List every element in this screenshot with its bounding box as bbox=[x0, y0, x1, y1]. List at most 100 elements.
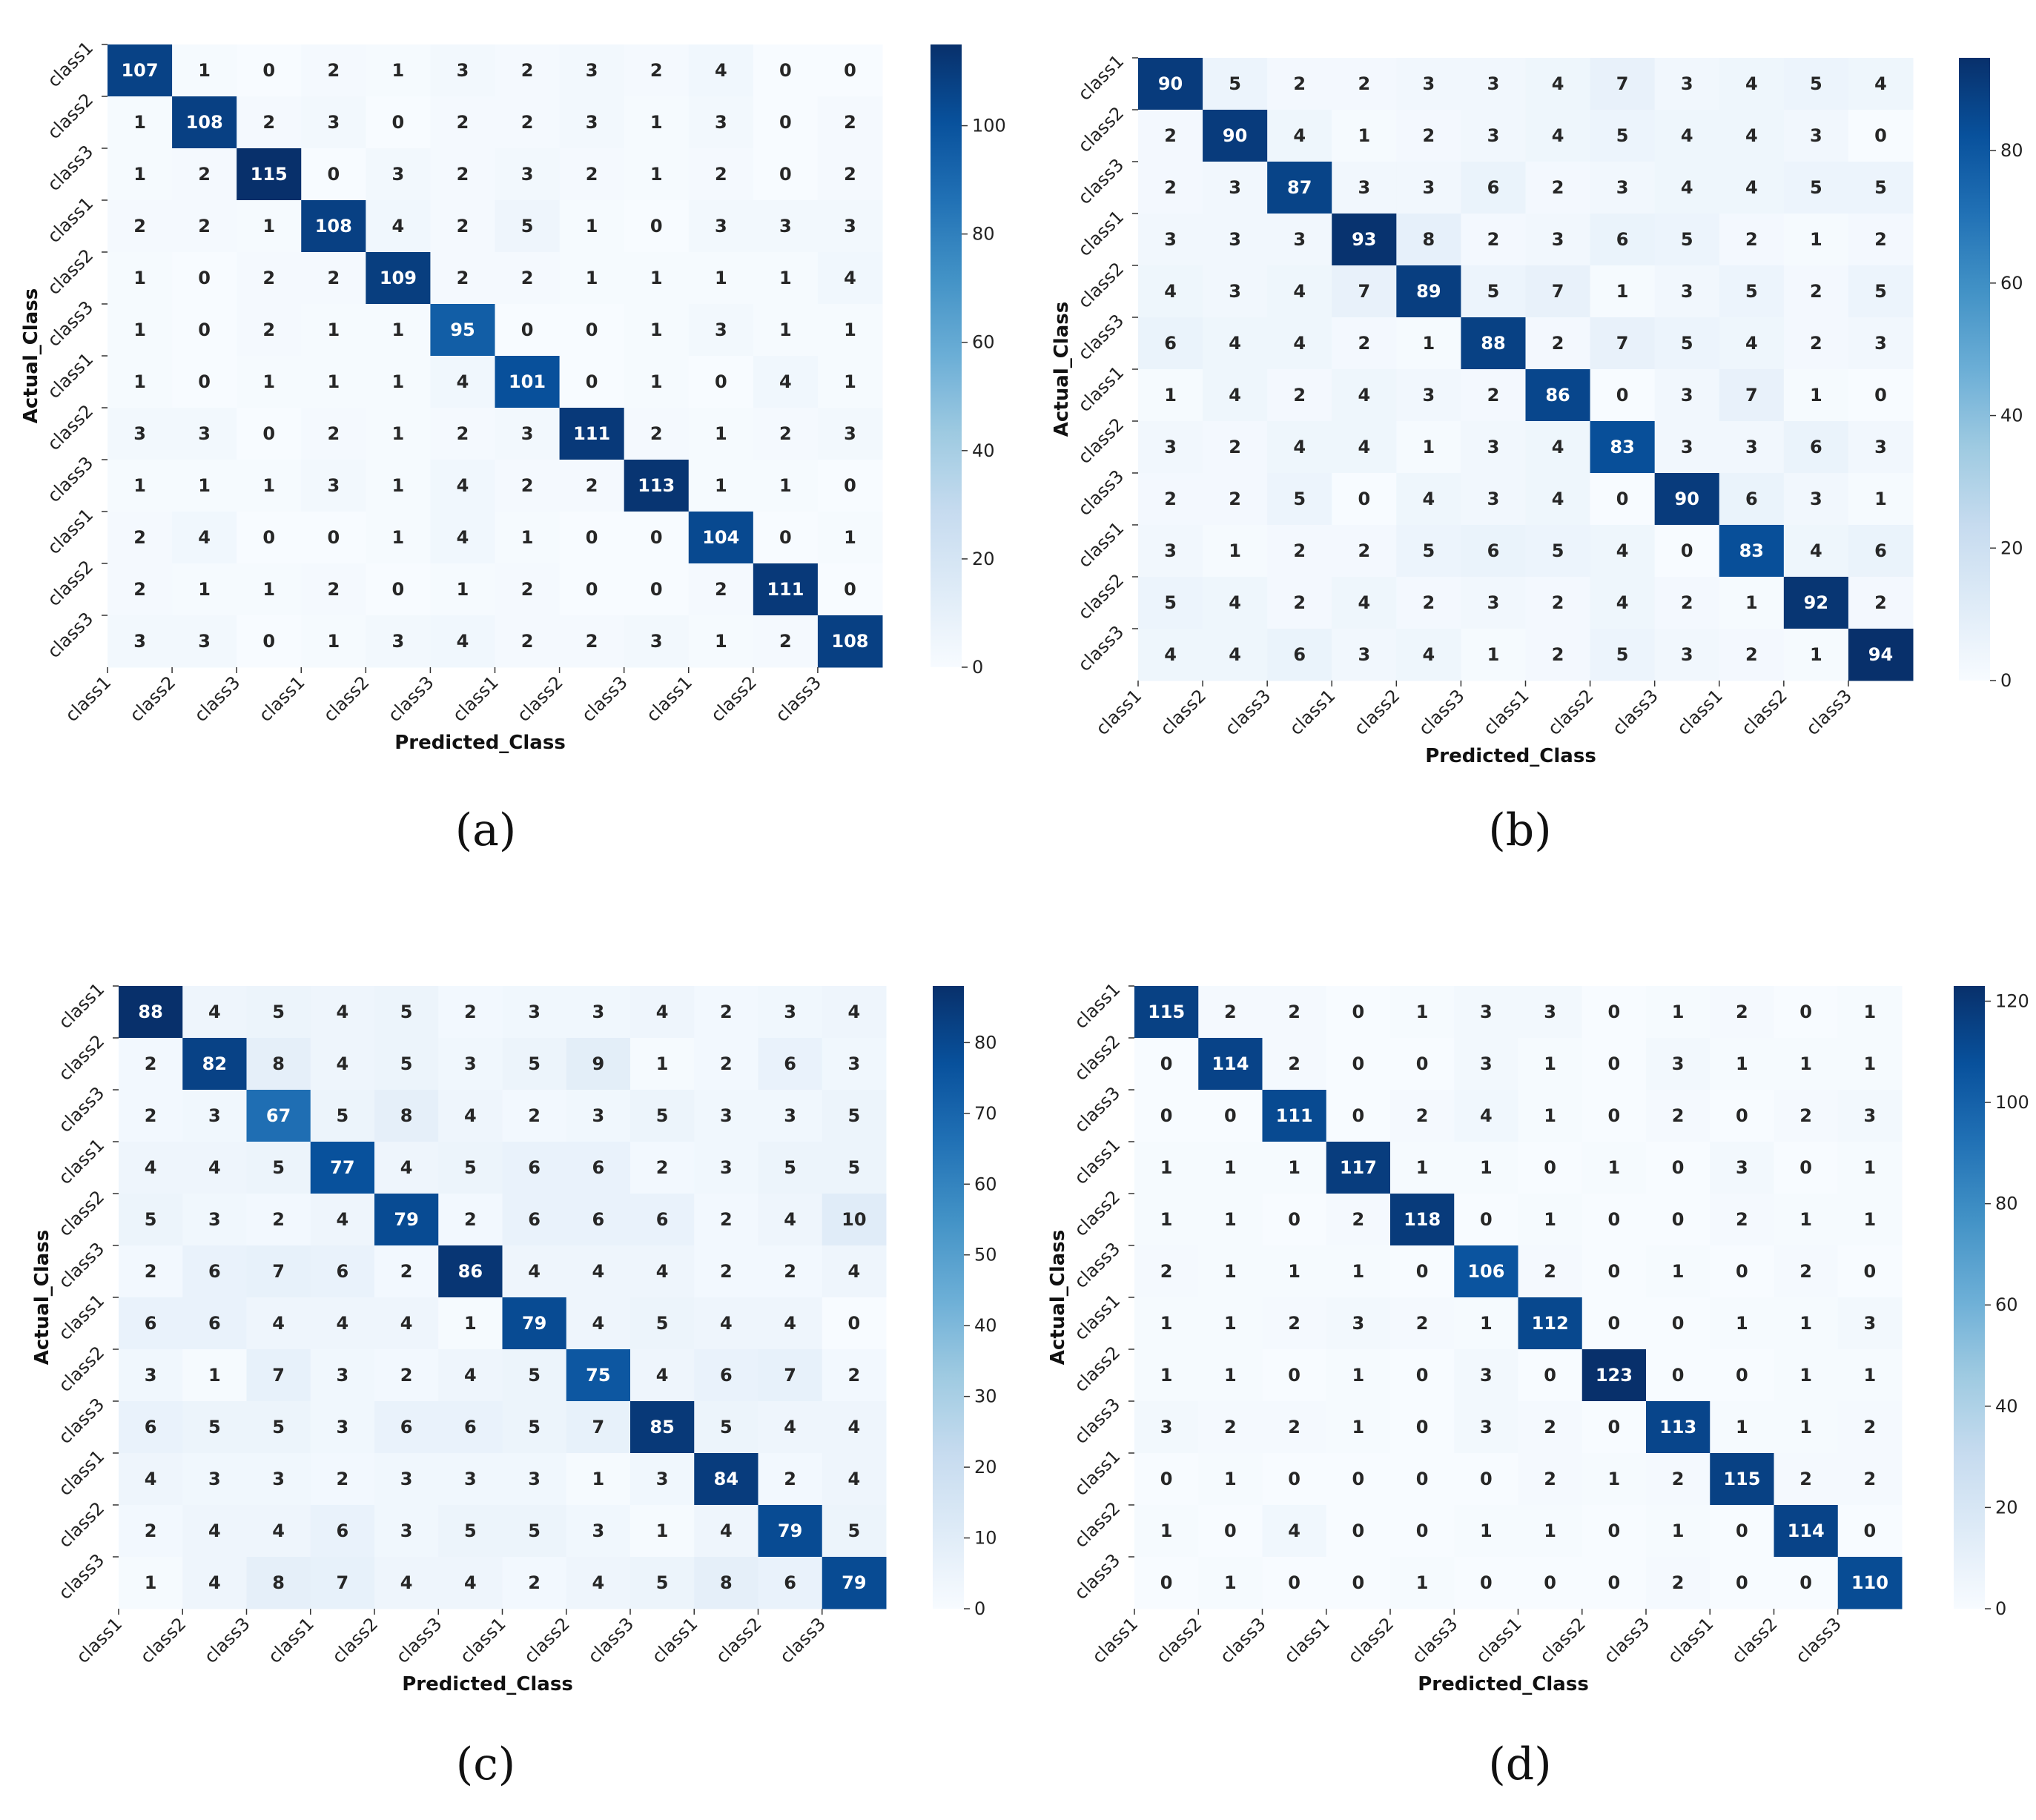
y-tick-label: class3 bbox=[44, 608, 98, 662]
cell-value: 5 bbox=[464, 1520, 477, 1541]
heatmap-cell bbox=[1138, 58, 1203, 110]
y-axis-title: Actual_Class bbox=[1047, 1230, 1069, 1365]
heatmap-cell bbox=[237, 148, 302, 201]
heatmap-cell bbox=[624, 460, 690, 512]
heatmap-cell bbox=[366, 356, 431, 408]
cell-value: 4 bbox=[844, 268, 856, 288]
cell-value: 0 bbox=[1480, 1209, 1493, 1230]
cell-value: 111 bbox=[573, 423, 610, 444]
cell-value: 3 bbox=[1874, 333, 1887, 354]
cell-value: 0 bbox=[1352, 1469, 1365, 1489]
cell-value: 1 bbox=[650, 371, 663, 392]
cell-value: 3 bbox=[392, 164, 405, 185]
cell-value: 1 bbox=[1864, 1002, 1877, 1022]
cell-value: 113 bbox=[638, 475, 675, 496]
heatmap-cell bbox=[753, 512, 819, 564]
heatmap-cell bbox=[1581, 986, 1647, 1039]
cell-value: 3 bbox=[1487, 592, 1500, 613]
cell-value: 1 bbox=[1736, 1053, 1748, 1074]
cell-value: 4 bbox=[337, 1313, 349, 1334]
cell-value: 2 bbox=[1681, 592, 1693, 613]
cell-value: 0 bbox=[1160, 1105, 1173, 1126]
y-tick-label: class2 bbox=[44, 245, 98, 299]
cell-value: 2 bbox=[656, 1157, 669, 1178]
heatmap-cell bbox=[624, 148, 690, 201]
cell-value: 5 bbox=[1423, 540, 1435, 561]
heatmap-cell bbox=[566, 1557, 631, 1609]
x-tick-label: class3 bbox=[584, 1613, 638, 1667]
heatmap-cell bbox=[630, 1245, 695, 1298]
y-tick-label: class1 bbox=[44, 37, 98, 91]
heatmap-cell bbox=[624, 408, 690, 460]
y-tick-label: class1 bbox=[1074, 362, 1128, 416]
cell-value: 3 bbox=[1681, 73, 1693, 94]
cell-value: 2 bbox=[1736, 1002, 1748, 1022]
heatmap-cell bbox=[1262, 1349, 1327, 1402]
y-tick-label: class2 bbox=[44, 89, 98, 143]
y-tick-label: class1 bbox=[1071, 1446, 1125, 1500]
cell-value: 3 bbox=[1544, 1002, 1556, 1022]
heatmap-cell bbox=[1710, 1090, 1774, 1142]
cell-value: 3 bbox=[720, 1157, 733, 1178]
cell-value: 2 bbox=[1164, 177, 1177, 198]
cell-value: 3 bbox=[208, 1469, 221, 1489]
heatmap-cell bbox=[688, 44, 754, 97]
cell-value: 84 bbox=[714, 1469, 738, 1489]
y-tick-label: class3 bbox=[1074, 310, 1128, 364]
heatmap-cell bbox=[758, 1090, 823, 1142]
cell-value: 79 bbox=[394, 1209, 418, 1230]
cell-value: 1 bbox=[262, 216, 275, 236]
heatmap-cell bbox=[822, 1453, 887, 1506]
cell-value: 6 bbox=[528, 1209, 541, 1230]
cell-value: 1 bbox=[1544, 1105, 1556, 1126]
cell-value: 1 bbox=[1224, 1365, 1237, 1386]
y-tick-label: class3 bbox=[1074, 621, 1128, 675]
heatmap-cell bbox=[1783, 525, 1849, 578]
x-tick-label: class2 bbox=[328, 1613, 383, 1667]
cell-value: 2 bbox=[650, 423, 663, 444]
cell-value: 6 bbox=[208, 1261, 221, 1282]
heatmap-cell bbox=[1654, 214, 1720, 266]
heatmap-cell bbox=[310, 986, 375, 1039]
heatmap-cell bbox=[172, 252, 237, 305]
heatmap-cell bbox=[1390, 1349, 1455, 1402]
heatmap-cell bbox=[559, 512, 625, 564]
cell-value: 3 bbox=[1487, 73, 1500, 94]
heatmap-cell bbox=[502, 1453, 567, 1506]
cell-value: 2 bbox=[457, 112, 469, 133]
heatmap-cell bbox=[1646, 1194, 1711, 1246]
cell-value: 4 bbox=[1552, 437, 1564, 457]
heatmap-cell bbox=[630, 986, 695, 1039]
cell-value: 3 bbox=[1487, 437, 1500, 457]
heatmap-cell bbox=[1848, 421, 1914, 474]
heatmap-cell bbox=[559, 304, 625, 357]
x-tick-label: class1 bbox=[648, 1613, 702, 1667]
cell-value: 7 bbox=[1745, 385, 1758, 406]
cell-value: 3 bbox=[400, 1469, 413, 1489]
heatmap-cell bbox=[566, 1194, 631, 1246]
cell-value: 88 bbox=[138, 1002, 162, 1022]
cell-value: 7 bbox=[1552, 281, 1564, 302]
cell-value: 3 bbox=[327, 475, 340, 496]
y-tick-label: class2 bbox=[1074, 569, 1128, 623]
cell-value: 0 bbox=[198, 320, 211, 340]
colorbar-tick-label: 60 bbox=[972, 332, 995, 353]
cell-value: 3 bbox=[1681, 644, 1693, 665]
cell-value: 0 bbox=[650, 579, 663, 600]
heatmap-cell bbox=[172, 356, 237, 408]
cell-value: 1 bbox=[1544, 1209, 1556, 1230]
cell-value: 4 bbox=[656, 1002, 669, 1022]
cell-value: 2 bbox=[1799, 1105, 1812, 1126]
cell-value: 79 bbox=[778, 1520, 802, 1541]
y-tick-label: class3 bbox=[1074, 466, 1128, 520]
cell-value: 86 bbox=[1545, 385, 1570, 406]
cell-value: 4 bbox=[400, 1572, 413, 1593]
cell-value: 3 bbox=[1164, 229, 1177, 250]
heatmap-cell bbox=[108, 252, 173, 305]
cell-value: 3 bbox=[592, 1520, 605, 1541]
cell-value: 90 bbox=[1158, 73, 1183, 94]
cell-value: 4 bbox=[1681, 177, 1693, 198]
heatmap-cell bbox=[822, 1297, 887, 1350]
cell-value: 1 bbox=[1480, 1157, 1493, 1178]
colorbar bbox=[931, 44, 962, 667]
